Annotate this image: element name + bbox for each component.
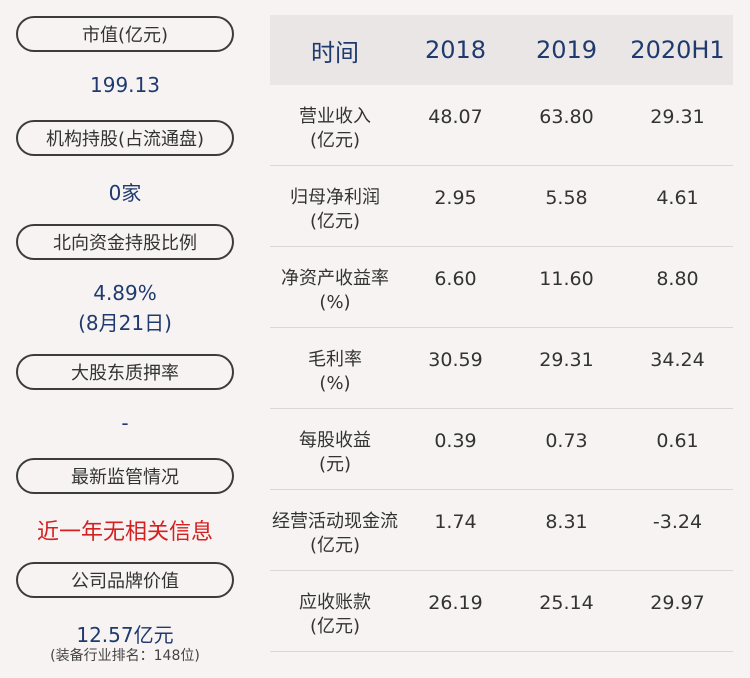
cell-2019: 5.58 bbox=[545, 187, 588, 209]
left-panel: 市值(亿元) 199.13 机构持股(占流通盘) 0家 北向资金持股比例 4.8… bbox=[0, 0, 250, 678]
table-row: 毛利率 (%) 30.59 29.31 34.24 bbox=[270, 328, 733, 409]
cell-2020h1: 4.61 bbox=[656, 187, 699, 209]
market-cap-value: 199.13 bbox=[90, 73, 160, 97]
table-row: 经营活动现金流 (亿元) 1.74 8.31 -3.24 bbox=[270, 490, 733, 571]
brand-value-value: 12.57亿元 bbox=[76, 623, 174, 647]
cell-2019: 0.73 bbox=[545, 430, 588, 452]
row-label: 应收账款 (亿元) bbox=[270, 591, 400, 639]
cell-2018: 1.74 bbox=[434, 511, 477, 533]
header-period: 时间 bbox=[311, 38, 359, 67]
cell-2018: 2.95 bbox=[434, 187, 477, 209]
pledge-rate-value: - bbox=[121, 411, 129, 435]
cell-2018: 30.59 bbox=[428, 349, 483, 371]
cell-2018: 26.19 bbox=[428, 592, 483, 614]
row-label-unit: (亿元) bbox=[309, 211, 361, 232]
header-2018: 2018 bbox=[424, 36, 487, 64]
northbound-ratio-value: 4.89% bbox=[93, 281, 157, 305]
table-row: 归母净利润 (亿元) 2.95 5.58 4.61 bbox=[270, 166, 733, 247]
institutional-holding-pill: 机构持股(占流通盘) bbox=[16, 120, 234, 156]
row-label-unit: (%) bbox=[319, 373, 351, 394]
table-header: 时间 2018 2019 2020H1 bbox=[270, 15, 733, 85]
row-label: 毛利率 (%) bbox=[270, 348, 400, 396]
row-label-name: 归母净利润 bbox=[290, 187, 380, 208]
row-label: 归母净利润 (亿元) bbox=[270, 186, 400, 234]
row-label-name: 毛利率 bbox=[308, 349, 362, 370]
northbound-ratio-date: (8月21日) bbox=[78, 311, 172, 335]
financial-table: 时间 2018 2019 2020H1 营业收入 (亿元) 48.07 63.80… bbox=[270, 15, 733, 652]
market-cap-pill: 市值(亿元) bbox=[16, 16, 234, 52]
row-label: 每股收益 (元) bbox=[270, 429, 400, 477]
row-label: 营业收入 (亿元) bbox=[270, 105, 400, 153]
row-label-name: 经营活动现金流 bbox=[272, 511, 398, 532]
pledge-rate-pill: 大股东质押率 bbox=[16, 354, 234, 390]
header-2019: 2019 bbox=[535, 36, 598, 64]
cell-2020h1: 29.97 bbox=[650, 592, 705, 614]
header-2020h1: 2020H1 bbox=[630, 36, 725, 64]
cell-2018: 48.07 bbox=[428, 106, 483, 128]
row-label-unit: (%) bbox=[319, 292, 351, 313]
row-label: 经营活动现金流 (亿元) bbox=[270, 510, 400, 558]
row-label-unit: (亿元) bbox=[309, 130, 361, 151]
brand-value-rank-note: (装备行业排名：148位) bbox=[50, 648, 200, 664]
cell-2019: 25.14 bbox=[539, 592, 594, 614]
cell-2020h1: -3.24 bbox=[652, 511, 703, 533]
cell-2019: 63.80 bbox=[539, 106, 594, 128]
row-label-unit: (元) bbox=[318, 454, 352, 475]
northbound-ratio-pill: 北向资金持股比例 bbox=[16, 224, 234, 260]
cell-2018: 0.39 bbox=[434, 430, 477, 452]
row-label: 净资产收益率 (%) bbox=[270, 267, 400, 315]
cell-2020h1: 34.24 bbox=[650, 349, 705, 371]
table-row: 净资产收益率 (%) 6.60 11.60 8.80 bbox=[270, 247, 733, 328]
cell-2018: 6.60 bbox=[434, 268, 477, 290]
cell-2019: 8.31 bbox=[545, 511, 588, 533]
institutional-holding-value: 0家 bbox=[108, 181, 142, 205]
table-row: 每股收益 (元) 0.39 0.73 0.61 bbox=[270, 409, 733, 490]
cell-2019: 11.60 bbox=[539, 268, 594, 290]
row-label-unit: (亿元) bbox=[309, 616, 361, 637]
row-label-unit: (亿元) bbox=[309, 535, 361, 556]
row-label-name: 营业收入 bbox=[299, 106, 371, 127]
table-row: 营业收入 (亿元) 48.07 63.80 29.31 bbox=[270, 85, 733, 166]
cell-2020h1: 8.80 bbox=[656, 268, 699, 290]
regulatory-status-pill: 最新监管情况 bbox=[16, 458, 234, 494]
cell-2020h1: 0.61 bbox=[656, 430, 699, 452]
cell-2020h1: 29.31 bbox=[650, 106, 705, 128]
row-label-name: 净资产收益率 bbox=[281, 268, 389, 289]
regulatory-status-value: 近一年无相关信息 bbox=[36, 520, 213, 545]
row-label-name: 应收账款 bbox=[299, 592, 371, 613]
cell-2019: 29.31 bbox=[539, 349, 594, 371]
brand-value-pill: 公司品牌价值 bbox=[16, 562, 234, 598]
row-label-name: 每股收益 bbox=[299, 430, 371, 451]
table-row: 应收账款 (亿元) 26.19 25.14 29.97 bbox=[270, 571, 733, 652]
